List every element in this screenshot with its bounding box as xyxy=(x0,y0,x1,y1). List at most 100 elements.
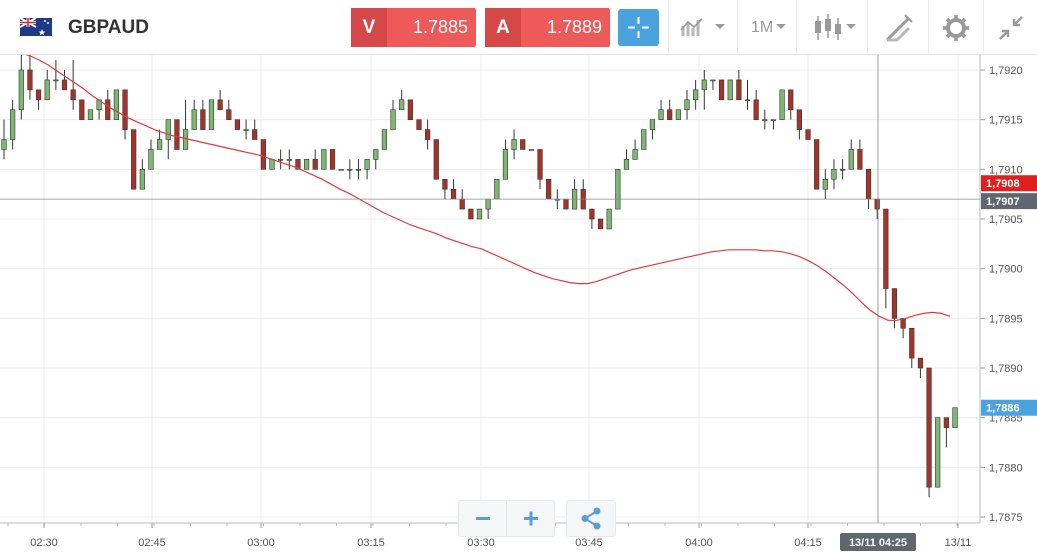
candle-body xyxy=(693,89,699,101)
candle-body xyxy=(658,109,664,120)
y-tick-label: 1,7920 xyxy=(989,65,1023,77)
y-tick-label: 1,7880 xyxy=(989,462,1023,474)
crosshair-icon xyxy=(628,17,649,38)
candle-body xyxy=(667,109,673,120)
candle-body xyxy=(399,99,405,111)
candle-body xyxy=(675,109,681,120)
crosshair-button[interactable] xyxy=(618,9,659,46)
candle-body xyxy=(589,208,595,220)
share-icon xyxy=(581,507,601,530)
candle-body xyxy=(909,327,915,359)
candle-body xyxy=(131,129,137,190)
candle-body xyxy=(174,119,180,150)
candle-body xyxy=(217,99,223,111)
candle-body xyxy=(857,149,863,170)
candle-body xyxy=(373,149,379,160)
candle-body xyxy=(407,99,413,120)
candle-body xyxy=(157,139,163,150)
candle-body xyxy=(520,139,526,150)
chevron-down-icon xyxy=(776,24,786,29)
candle-body xyxy=(329,149,336,170)
candle-body xyxy=(770,119,777,121)
candle-body xyxy=(701,79,707,91)
candle-body xyxy=(459,198,465,210)
candle-body xyxy=(286,159,292,161)
share-button[interactable] xyxy=(566,500,616,537)
candle-body xyxy=(926,367,932,488)
symbol-title: GBPAUD xyxy=(68,17,149,38)
last-price-label-bg xyxy=(981,399,1037,416)
candle-body xyxy=(105,99,111,120)
x-tick-label: 04:15 xyxy=(794,537,822,549)
candlestick-type-button[interactable] xyxy=(796,0,866,55)
crosshair-time-bg xyxy=(840,533,916,551)
chart-area[interactable]: 1,7920 1,7915 1,7910 1,7905 1,7900 1,7895 1,78… xyxy=(0,55,1037,556)
zoom-in-button[interactable] xyxy=(507,501,555,536)
candle-body xyxy=(87,109,94,120)
candle-body xyxy=(632,149,638,160)
candle-body xyxy=(537,149,543,180)
candles-icon xyxy=(815,14,856,40)
x-tick-label: 03:00 xyxy=(247,537,275,549)
candle-body xyxy=(476,208,483,220)
y-tick-label: 1,7890 xyxy=(989,363,1023,375)
x-tick-label: 02:45 xyxy=(138,537,166,549)
zoom-out-button[interactable] xyxy=(459,501,507,536)
candle-body xyxy=(243,129,249,131)
candle-body xyxy=(234,119,241,130)
candle-body xyxy=(511,139,517,150)
candle-body xyxy=(727,79,733,101)
candle-body xyxy=(502,149,509,180)
candle-body xyxy=(779,89,785,120)
candle-body xyxy=(390,109,396,130)
buy-button[interactable]: A 1.7889 xyxy=(485,8,610,47)
candle-body xyxy=(641,129,647,150)
candle-body xyxy=(684,99,690,111)
price-chart[interactable]: 1,7920 1,7915 1,7910 1,7905 1,7900 1,7895 1,78… xyxy=(0,55,1037,556)
y-tick-label: 1,7915 xyxy=(989,115,1023,127)
candle-body xyxy=(113,89,119,120)
candle-body xyxy=(61,79,68,91)
collapse-button[interactable] xyxy=(983,0,1037,55)
candle-body xyxy=(865,169,872,200)
candle-body xyxy=(736,79,742,101)
draw-icon xyxy=(885,14,913,42)
candle-body xyxy=(148,149,154,170)
candle-body xyxy=(468,208,474,220)
gbp-aud-flag-icon xyxy=(20,18,52,36)
candle-body xyxy=(165,119,171,140)
candle-body xyxy=(338,169,344,171)
candle-body xyxy=(649,119,656,130)
candle-body xyxy=(122,89,128,130)
crosshair-time-label: 13/11 04:25 xyxy=(849,537,907,549)
candle-body xyxy=(18,69,24,111)
candle-body xyxy=(347,169,353,171)
plus-icon xyxy=(524,511,538,526)
chart-type-button[interactable] xyxy=(668,0,736,55)
drawing-tools-button[interactable] xyxy=(867,0,927,55)
collapse-icon xyxy=(999,16,1023,40)
settings-button[interactable] xyxy=(928,0,982,55)
candle-body xyxy=(10,109,16,140)
candle-body xyxy=(623,159,630,170)
zoom-controls xyxy=(458,500,555,537)
timeframe-dropdown[interactable]: 1M xyxy=(737,0,795,55)
ma-price-label: 1,7908 xyxy=(986,178,1020,190)
sell-label: V xyxy=(351,8,387,47)
candle-body xyxy=(139,169,145,190)
timeframe-label: 1M xyxy=(751,19,774,36)
candle-body xyxy=(874,198,880,210)
sell-button[interactable]: V 1.7885 xyxy=(351,8,476,47)
candle-body xyxy=(943,417,949,428)
candle-body xyxy=(278,159,284,161)
x-tick-label: 03:45 xyxy=(575,537,603,549)
candle-body xyxy=(450,188,457,200)
candle-body xyxy=(321,149,327,170)
x-tick-label: 02:30 xyxy=(30,537,58,549)
candle-body xyxy=(606,208,612,230)
crosshair-price-label-bg xyxy=(981,193,1037,210)
candle-body xyxy=(191,109,197,130)
candle-body xyxy=(381,129,388,150)
candle-body xyxy=(425,129,431,140)
x-tick-label: 03:30 xyxy=(467,537,495,549)
